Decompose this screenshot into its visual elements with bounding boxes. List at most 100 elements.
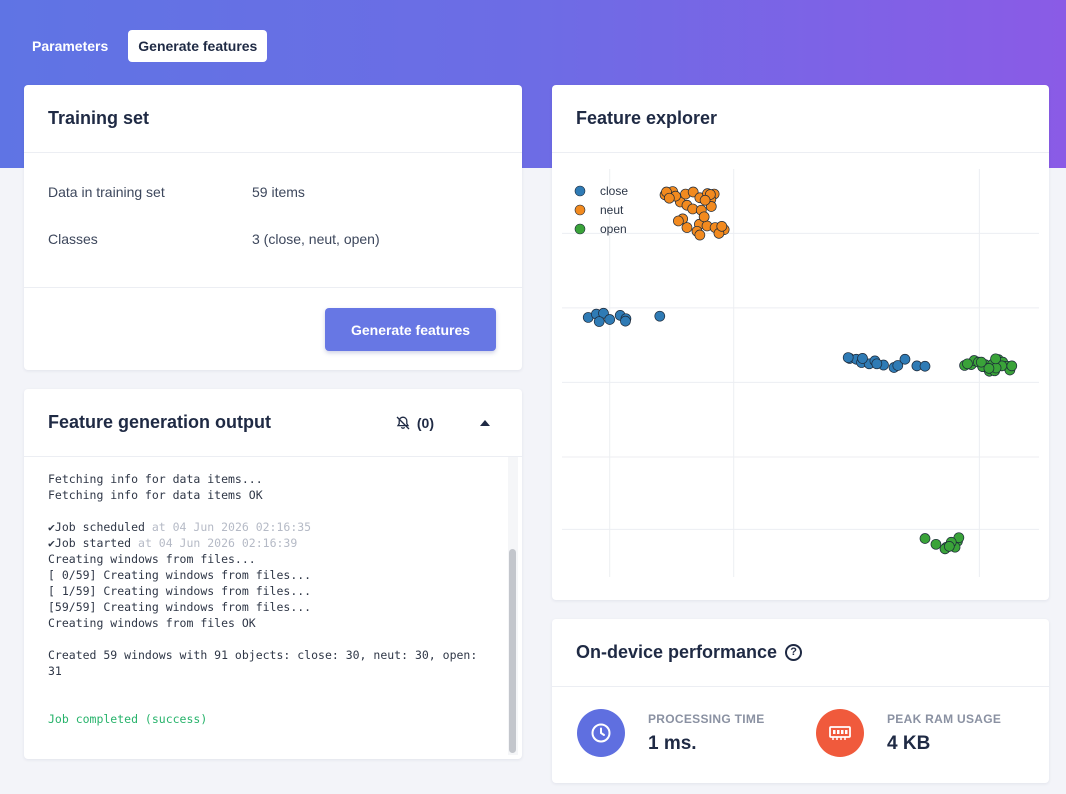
data-point-neut[interactable] (698, 211, 710, 223)
data-point-close[interactable] (857, 353, 868, 364)
data-point-close[interactable] (871, 358, 883, 370)
legend-label: neut (600, 203, 624, 217)
console-line-text (48, 632, 55, 646)
legend-marker (574, 204, 586, 216)
processing-time-metric: PROCESSING TIME 1 ms. (577, 709, 765, 757)
console-line (48, 631, 508, 647)
data-point-close[interactable] (892, 360, 904, 371)
training-row-value: 59 items (252, 184, 305, 200)
scrollbar-thumb[interactable] (509, 549, 516, 753)
console-line (48, 695, 508, 711)
console-line-text: Fetching info for data items OK (48, 488, 263, 502)
divider (24, 287, 522, 288)
tab-parameters[interactable]: Parameters (32, 38, 109, 54)
console-timestamp: at 04 Jun 2026 02:16:39 (131, 536, 298, 550)
data-point-close[interactable] (919, 360, 931, 372)
tab-generate-features[interactable]: Generate features (128, 30, 268, 62)
metric-value: 1 ms. (648, 732, 697, 754)
legend-marker (574, 223, 586, 235)
metric-label: PROCESSING TIME (648, 711, 765, 726)
console-line: Created 59 windows with 91 objects: clos… (48, 647, 508, 663)
data-point-open[interactable] (983, 362, 995, 374)
data-point-close[interactable] (899, 353, 911, 365)
console-line: Fetching info for data items OK (48, 487, 508, 503)
notification-count: (0) (416, 414, 434, 431)
console-line-text (48, 504, 55, 518)
console-line-text: Job completed (success) (48, 712, 208, 726)
bell-off-icon (396, 416, 410, 429)
console-line-text: 31 (48, 664, 62, 678)
data-point-neut[interactable] (673, 215, 684, 227)
data-point-open[interactable] (975, 356, 987, 368)
console-line-text (48, 680, 55, 694)
data-point-open[interactable] (1006, 360, 1018, 372)
console-line: Creating windows from files... (48, 551, 508, 567)
help-icon[interactable]: ? (785, 644, 803, 661)
training-row-key: Data in training set (48, 184, 165, 200)
console-line-text: ✔Job scheduled (48, 520, 145, 534)
training-set-title: Training set (24, 85, 522, 153)
feature-explorer-title: Feature explorer (552, 85, 1049, 153)
data-point-neut[interactable] (694, 229, 706, 241)
peak-ram-metric: PEAK RAM USAGE 4 KB (816, 709, 1001, 757)
clock-icon (577, 709, 625, 757)
console-line: Fetching info for data items... (48, 471, 508, 487)
data-point-open[interactable] (962, 358, 973, 370)
notifications-toggle[interactable]: (0) (395, 415, 434, 431)
performance-header: On-device performance ? (552, 619, 1049, 687)
console-line (48, 503, 508, 519)
data-point-open[interactable] (943, 541, 955, 552)
console-line: ✔Job scheduled at 04 Jun 2026 02:16:35 (48, 519, 508, 535)
feature-explorer-card: Feature explorer close neut open (552, 85, 1049, 600)
training-row-items: Data in training set 59 items (24, 184, 522, 200)
training-row-classes: Classes 3 (close, neut, open) (24, 231, 522, 247)
console-line-text: Fetching info for data items... (48, 472, 263, 486)
console-line-text: Creating windows from files... (48, 552, 256, 566)
console-line: ✔Job started at 04 Jun 2026 02:16:39 (48, 535, 508, 551)
console-line-text: [59/59] Creating windows from files... (48, 600, 312, 614)
console-line-text: Creating windows from files OK (48, 616, 256, 630)
feature-scatter-plot[interactable]: close neut open (552, 153, 1049, 593)
console-line-text: [ 0/59] Creating windows from files... (48, 568, 312, 582)
data-point-neut[interactable] (663, 192, 675, 204)
metric-label: PEAK RAM USAGE (887, 711, 1002, 726)
output-tools: (0) (395, 415, 498, 431)
legend-marker (574, 185, 586, 197)
performance-card: On-device performance ? PROCESSING TIME … (552, 619, 1049, 783)
console-line: [ 1/59] Creating windows from files... (48, 583, 508, 599)
console-line-text: [ 1/59] Creating windows from files... (48, 584, 312, 598)
console-line-text: ✔Job started (48, 536, 132, 550)
console-line (48, 679, 508, 695)
data-point-neut[interactable] (699, 194, 711, 206)
metric-value: 4 KB (887, 732, 931, 754)
training-row-value: 3 (close, neut, open) (252, 231, 380, 247)
console-line-text: Created 59 windows with 91 objects: clos… (48, 648, 478, 662)
console-line: Creating windows from files OK (48, 615, 508, 631)
generate-features-button[interactable]: Generate features (325, 308, 496, 351)
feature-output-header: Feature generation output (0) (24, 389, 522, 457)
data-point-neut[interactable] (716, 220, 728, 232)
console-log: Fetching info for data items... Fetching … (48, 471, 508, 727)
data-point-close[interactable] (842, 352, 854, 363)
memory-chip-icon (816, 709, 864, 757)
console-line: [59/59] Creating windows from files... (48, 599, 508, 615)
collapse-caret-icon[interactable] (480, 419, 490, 426)
top-tabs: Parameters Generate features (22, 30, 268, 62)
data-point-open[interactable] (990, 353, 1001, 365)
data-point-close[interactable] (604, 314, 616, 325)
data-point-open[interactable] (919, 533, 931, 544)
data-point-close[interactable] (593, 316, 605, 327)
data-point-neut[interactable] (681, 222, 693, 233)
console-timestamp: at 04 Jun 2026 02:16:35 (144, 520, 312, 534)
feature-output-card: Feature generation output (0) Fetching i… (24, 389, 522, 759)
console-line: 31 (48, 663, 508, 679)
console-line: Job completed (success) (48, 711, 508, 727)
legend-label: open (600, 222, 627, 236)
console-line-text (48, 696, 55, 710)
data-point-open[interactable] (930, 538, 942, 550)
data-point-close[interactable] (620, 315, 631, 327)
legend-label: close (600, 184, 628, 198)
console-line: [ 0/59] Creating windows from files... (48, 567, 508, 583)
performance-title: On-device performance (576, 642, 778, 662)
data-point-close[interactable] (654, 310, 666, 322)
